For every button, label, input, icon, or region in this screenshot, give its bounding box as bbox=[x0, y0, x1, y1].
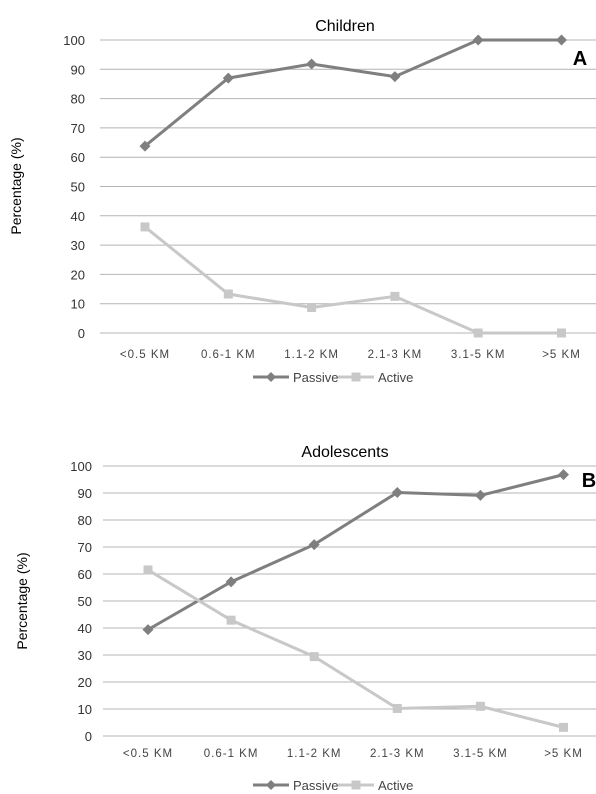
y-tick-label: 60 bbox=[78, 567, 92, 582]
legend-marker-square bbox=[351, 372, 361, 382]
data-point-passive bbox=[139, 140, 151, 152]
legend: Passive Active bbox=[253, 370, 413, 385]
legend-label: Passive bbox=[293, 778, 339, 793]
y-tick-label: 30 bbox=[78, 648, 92, 663]
y-tick-label: 60 bbox=[71, 150, 85, 165]
y-tick-label: 30 bbox=[71, 238, 85, 253]
y-tick-label: 0 bbox=[85, 729, 92, 744]
y-tick-label: 10 bbox=[71, 297, 85, 312]
y-tick-label: 20 bbox=[71, 267, 85, 282]
x-tick-label: 0.6-1 KM bbox=[204, 748, 259, 760]
x-tick-label: 0.6-1 KM bbox=[201, 349, 256, 361]
y-tick-label: 40 bbox=[71, 209, 85, 224]
data-point-active bbox=[475, 701, 485, 711]
series-layer bbox=[139, 34, 567, 338]
x-tick-label: 1.1-2 KM bbox=[287, 748, 342, 760]
panel-letter: A bbox=[573, 48, 587, 70]
data-point-passive bbox=[474, 489, 486, 501]
legend-label: Active bbox=[378, 778, 413, 793]
chart-panel-adolescents: Adolescents B Percentage (%) 0 10 20 30 40 50… bbox=[14, 444, 596, 793]
data-point-passive bbox=[389, 71, 401, 83]
y-tick-label: 70 bbox=[78, 540, 92, 555]
panel-letter: B bbox=[582, 470, 596, 492]
series-line-passive bbox=[147, 473, 564, 631]
x-tick-label: 3.1-5 KM bbox=[451, 349, 506, 361]
x-tick-label: >5 KM bbox=[544, 748, 583, 760]
y-tick-label: 90 bbox=[78, 486, 92, 501]
y-tick-label: 0 bbox=[78, 326, 85, 341]
data-point-passive bbox=[222, 72, 234, 84]
x-tick-label: <0.5 KM bbox=[120, 349, 170, 361]
legend-marker-diamond bbox=[266, 372, 276, 382]
y-tick-label: 70 bbox=[71, 121, 85, 136]
data-point-active bbox=[309, 652, 319, 662]
data-point-active bbox=[390, 291, 400, 301]
data-point-active bbox=[140, 222, 150, 232]
data-point-passive bbox=[225, 576, 237, 588]
legend-marker-square bbox=[351, 780, 361, 790]
chart-title: Adolescents bbox=[301, 444, 388, 461]
grid bbox=[100, 39, 596, 334]
y-tick-labels: 0 10 20 30 40 50 60 70 80 90 100 bbox=[63, 33, 85, 341]
legend: Passive Active bbox=[253, 778, 413, 793]
x-tick-label: 1.1-2 KM bbox=[284, 349, 339, 361]
x-tick-label: 2.1-3 KM bbox=[368, 349, 423, 361]
legend-label: Active bbox=[378, 370, 413, 385]
series-line-passive bbox=[144, 38, 562, 148]
data-point-active bbox=[307, 303, 317, 313]
data-point-active bbox=[392, 703, 402, 713]
data-point-active bbox=[226, 615, 236, 625]
x-tick-labels: <0.5 KM 0.6-1 KM 1.1-2 KM 2.1-3 KM 3.1-5 KM >… bbox=[123, 748, 583, 760]
y-tick-label: 20 bbox=[78, 675, 92, 690]
data-point-active bbox=[223, 289, 233, 299]
data-point-passive bbox=[556, 34, 567, 46]
data-point-passive bbox=[308, 539, 320, 551]
y-tick-label: 80 bbox=[71, 92, 85, 107]
data-point-passive bbox=[142, 624, 154, 636]
data-point-passive bbox=[558, 469, 569, 481]
y-tick-label: 40 bbox=[78, 621, 92, 636]
x-tick-label: 2.1-3 KM bbox=[370, 748, 425, 760]
y-tick-label: 100 bbox=[63, 33, 85, 48]
chart-title: Children bbox=[315, 18, 375, 35]
y-tick-labels: 0 10 20 30 40 50 60 70 80 90 100 bbox=[70, 459, 92, 744]
x-tick-labels: <0.5 KM 0.6-1 KM 1.1-2 KM 2.1-3 KM 3.1-5 KM >… bbox=[120, 349, 581, 361]
data-point-passive bbox=[472, 34, 484, 46]
x-tick-label: <0.5 KM bbox=[123, 748, 173, 760]
data-point-active bbox=[557, 328, 566, 338]
legend-label: Passive bbox=[293, 370, 339, 385]
series-line-active bbox=[144, 225, 562, 335]
data-point-passive bbox=[306, 58, 318, 70]
data-point-passive bbox=[391, 486, 403, 498]
legend-marker-diamond bbox=[266, 780, 276, 790]
series-layer bbox=[142, 469, 569, 732]
y-tick-label: 80 bbox=[78, 513, 92, 528]
series-line-active bbox=[147, 568, 564, 729]
y-tick-label: 50 bbox=[71, 180, 85, 195]
x-tick-label: 3.1-5 KM bbox=[453, 748, 508, 760]
y-tick-label: 90 bbox=[71, 62, 85, 77]
x-tick-label: >5 KM bbox=[542, 349, 581, 361]
data-point-active bbox=[473, 328, 483, 338]
y-tick-label: 50 bbox=[78, 594, 92, 609]
grid bbox=[103, 465, 596, 737]
y-axis-label: Percentage (%) bbox=[8, 137, 24, 234]
y-tick-label: 100 bbox=[70, 459, 92, 474]
data-point-active bbox=[143, 565, 153, 575]
chart-panel-children: Children A Percentage (%) 0 10 20 30 40 50 60 7… bbox=[8, 18, 596, 385]
y-axis-label: Percentage (%) bbox=[14, 552, 30, 649]
data-point-active bbox=[559, 722, 568, 732]
y-tick-label: 10 bbox=[78, 702, 92, 717]
